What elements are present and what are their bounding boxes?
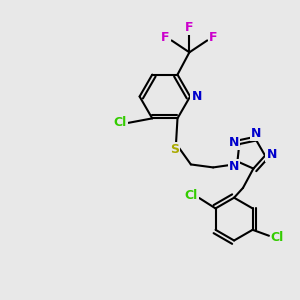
- Text: S: S: [170, 143, 179, 156]
- Text: F: F: [161, 31, 170, 44]
- Text: Cl: Cl: [271, 231, 284, 244]
- Text: F: F: [209, 31, 218, 44]
- Text: N: N: [229, 136, 239, 149]
- Text: Cl: Cl: [184, 188, 197, 202]
- Text: Cl: Cl: [113, 116, 127, 129]
- Text: N: N: [229, 160, 239, 173]
- Text: N: N: [266, 148, 277, 160]
- Text: F: F: [185, 21, 194, 34]
- Text: N: N: [191, 90, 202, 103]
- Text: N: N: [251, 128, 262, 140]
